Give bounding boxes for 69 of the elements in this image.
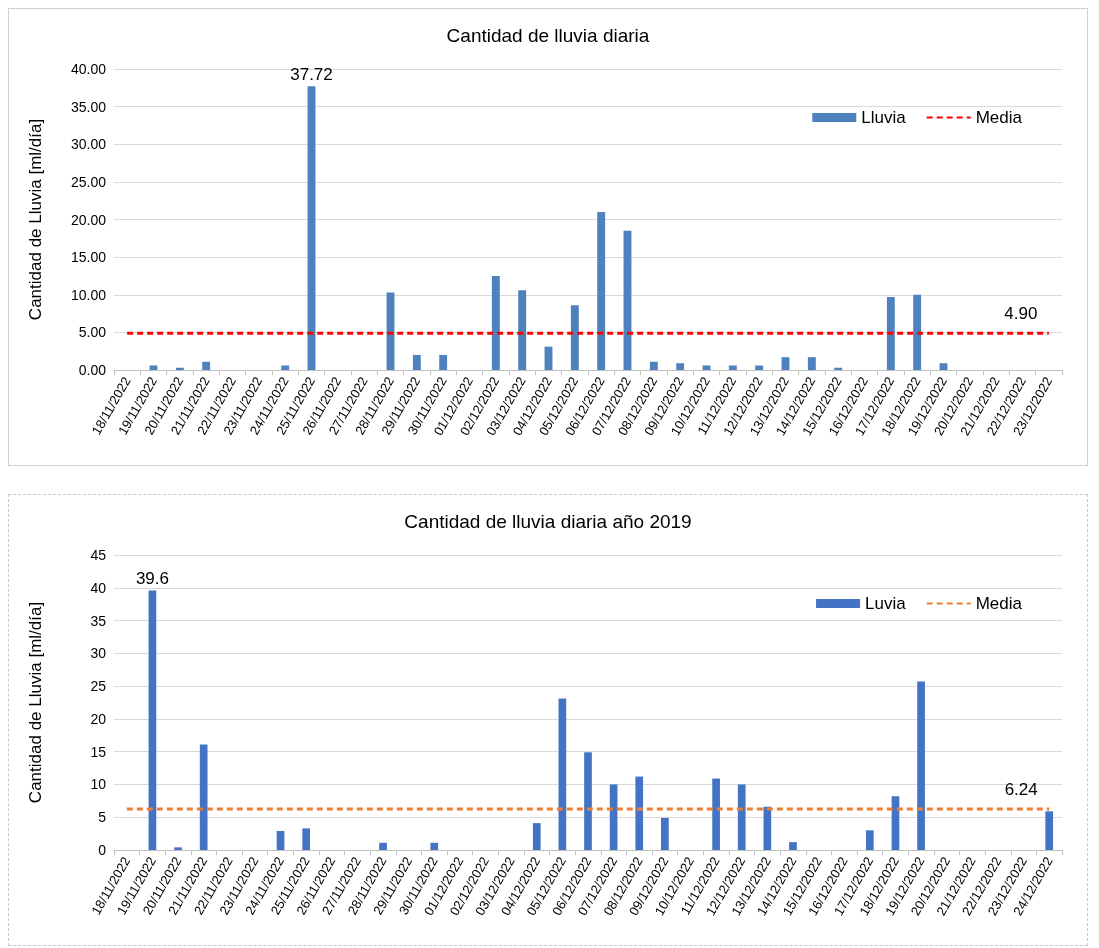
bar — [430, 842, 439, 850]
bar — [149, 365, 158, 370]
bar — [676, 363, 685, 370]
chart-title: Cantidad de lluvia diaria año 2019 — [404, 511, 692, 532]
bar — [597, 211, 606, 370]
legend-label: Lluvia — [861, 108, 907, 127]
bar — [712, 778, 720, 850]
bar — [558, 698, 567, 850]
y-tick-label: 45 — [90, 547, 107, 563]
data-label: 6.24 — [1004, 780, 1038, 800]
legend-label: Media — [975, 108, 1023, 127]
bar — [518, 290, 527, 370]
y-tick-label: 10.00 — [70, 286, 107, 303]
y-tick-label: 40 — [90, 579, 107, 596]
y-tick-label: 35 — [90, 612, 107, 629]
y-tick-label: 0 — [98, 842, 107, 858]
bar — [886, 297, 895, 370]
y-tick-label: 30 — [90, 645, 107, 662]
bar — [917, 681, 925, 850]
bar — [661, 817, 669, 850]
y-tick-label: 30.00 — [70, 136, 107, 153]
y-axis-title: Cantidad de Lluvia [ml/día] — [26, 118, 45, 321]
bar — [649, 361, 658, 370]
bar — [202, 361, 211, 370]
bar — [439, 354, 448, 370]
bar — [281, 365, 290, 370]
y-tick-label: 40.00 — [70, 61, 107, 77]
legend-label: Luvia — [865, 594, 907, 613]
chart-title: Cantidad de lluvia diaria — [446, 25, 650, 46]
legend-label: Media — [975, 594, 1023, 613]
bar — [913, 294, 922, 370]
bar — [635, 776, 644, 850]
y-axis-title: Cantidad de Lluvia [ml/día] — [26, 601, 45, 804]
data-label: 4.90 — [1004, 304, 1038, 324]
bar — [532, 823, 541, 850]
y-tick-label: 25 — [90, 678, 107, 695]
bar — [302, 828, 311, 850]
y-tick-label: 0.00 — [78, 362, 107, 378]
y-tick-label: 5 — [98, 809, 107, 826]
y-tick-label: 25.00 — [70, 173, 107, 190]
bar — [702, 365, 711, 370]
bar — [728, 365, 737, 370]
y-tick-label: 15.00 — [70, 249, 107, 266]
bar — [276, 830, 285, 850]
y-tick-label: 35.00 — [70, 98, 107, 115]
data-label: 39.6 — [135, 569, 169, 589]
bar — [939, 363, 948, 370]
bar — [570, 305, 579, 370]
bar — [789, 842, 797, 850]
bar — [755, 365, 764, 370]
bar — [491, 275, 500, 370]
data-label: 37.72 — [290, 65, 333, 85]
bar — [807, 357, 816, 370]
bar — [148, 590, 157, 850]
bar — [609, 784, 618, 850]
bar — [781, 357, 790, 370]
y-tick-label: 20 — [90, 710, 107, 727]
bar — [1045, 811, 1054, 850]
y-tick-label: 5.00 — [78, 324, 107, 341]
bar — [865, 830, 874, 850]
bar — [199, 744, 208, 850]
y-tick-label: 15 — [90, 743, 107, 760]
bar — [379, 842, 387, 850]
y-tick-label: 10 — [90, 776, 107, 793]
y-tick-label: 20.00 — [70, 211, 107, 228]
bar — [412, 354, 421, 370]
bar — [737, 784, 746, 850]
bar — [584, 752, 592, 850]
bar — [174, 847, 182, 850]
